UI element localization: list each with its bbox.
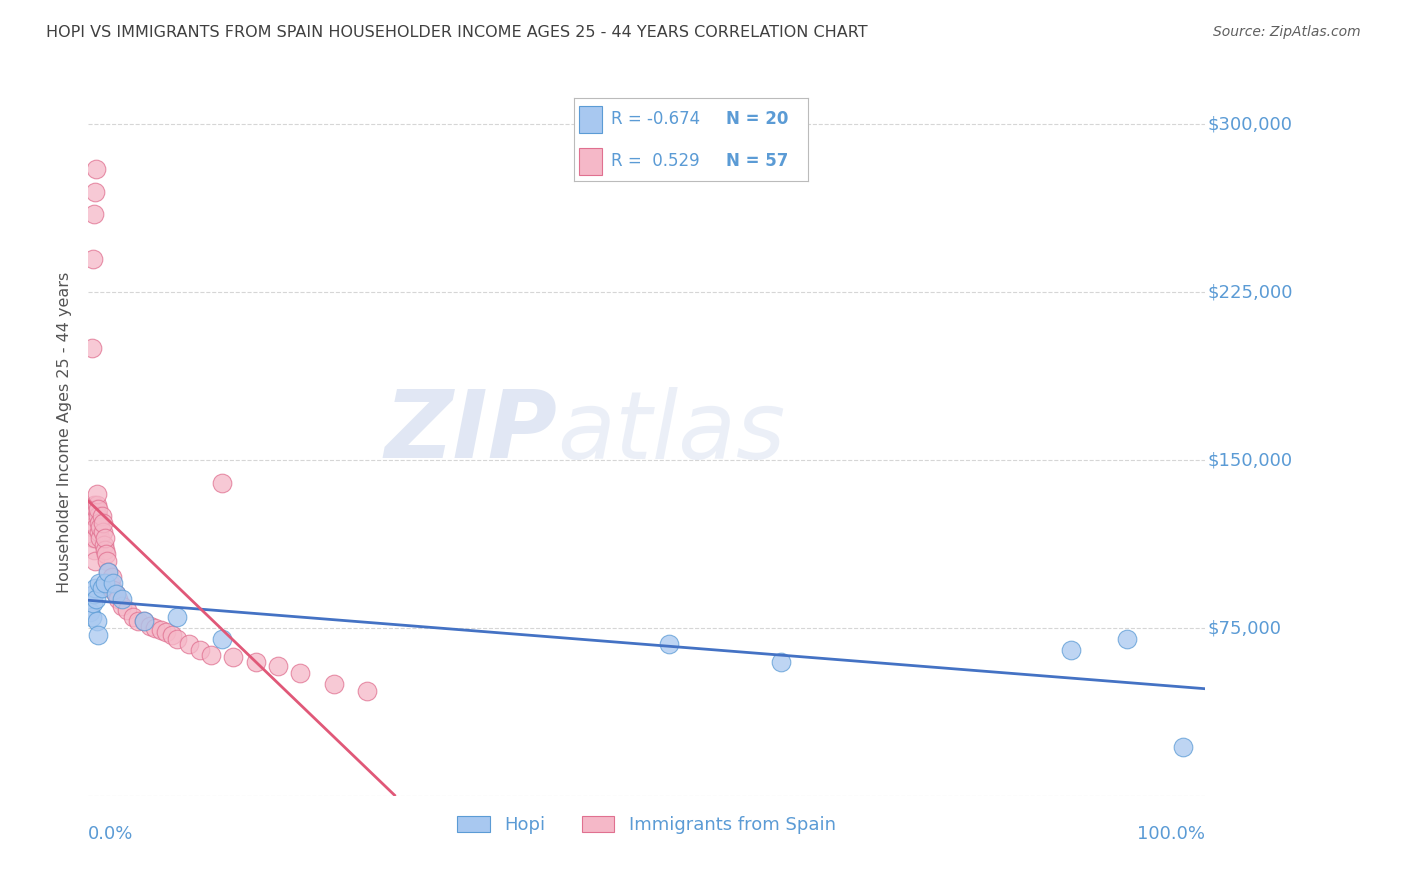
Text: $225,000: $225,000: [1208, 284, 1292, 301]
Point: [166, 609, 188, 624]
Point: [83, 185, 105, 199]
Point: [1115, 632, 1137, 647]
Point: [82, 509, 104, 524]
Point: [86, 487, 108, 501]
Point: [356, 683, 378, 698]
Point: [89, 532, 111, 546]
Point: [111, 591, 134, 606]
Point: [82, 252, 104, 266]
Point: [1171, 739, 1194, 754]
Point: [82, 596, 104, 610]
Point: [105, 587, 128, 601]
Point: [96, 554, 118, 568]
Point: [188, 643, 211, 657]
Point: [111, 599, 134, 613]
Point: [105, 587, 128, 601]
Text: $300,000: $300,000: [1208, 115, 1292, 134]
Point: [83, 554, 105, 568]
Point: [87, 628, 110, 642]
Point: [769, 655, 792, 669]
Point: [86, 498, 108, 512]
Point: [97, 565, 120, 579]
Point: [91, 524, 114, 539]
Point: [94, 576, 117, 591]
Point: [211, 632, 233, 647]
Point: [93, 538, 115, 552]
Point: [90, 509, 112, 524]
Point: [83, 581, 105, 595]
Point: [91, 516, 114, 530]
Y-axis label: Householder Income Ages 25 - 44 years: Householder Income Ages 25 - 44 years: [58, 271, 72, 593]
Point: [80, 609, 103, 624]
Point: [160, 628, 183, 642]
Point: [83, 498, 105, 512]
Point: [290, 665, 312, 680]
Point: [132, 615, 155, 629]
Point: [84, 162, 107, 177]
Point: [80, 520, 103, 534]
Point: [200, 648, 222, 662]
Text: 0.0%: 0.0%: [89, 825, 134, 843]
Point: [100, 576, 122, 591]
Text: HOPI VS IMMIGRANTS FROM SPAIN HOUSEHOLDER INCOME AGES 25 - 44 YEARS CORRELATION : HOPI VS IMMIGRANTS FROM SPAIN HOUSEHOLDE…: [46, 25, 868, 40]
Point: [132, 615, 155, 629]
Point: [79, 605, 101, 619]
Text: Source: ZipAtlas.com: Source: ZipAtlas.com: [1213, 25, 1361, 39]
Point: [94, 542, 117, 557]
Point: [166, 632, 188, 647]
Point: [127, 615, 149, 629]
Point: [245, 655, 267, 669]
Point: [80, 341, 103, 355]
Point: [1060, 643, 1083, 657]
Point: [94, 547, 117, 561]
Point: [107, 591, 129, 606]
Text: ZIP: ZIP: [384, 386, 557, 478]
Point: [89, 520, 111, 534]
Point: [222, 650, 245, 665]
Point: [658, 637, 681, 651]
Point: [84, 502, 107, 516]
Point: [84, 591, 107, 606]
Text: $150,000: $150,000: [1208, 451, 1292, 469]
Point: [149, 624, 172, 638]
Point: [267, 659, 290, 673]
Legend: Hopi, Immigrants from Spain: Hopi, Immigrants from Spain: [450, 809, 842, 841]
Point: [89, 576, 111, 591]
Point: [94, 532, 117, 546]
Text: 100.0%: 100.0%: [1137, 825, 1205, 843]
Point: [322, 677, 344, 691]
Point: [87, 509, 110, 524]
Point: [97, 565, 120, 579]
Point: [155, 625, 177, 640]
Point: [100, 569, 122, 583]
Text: atlas: atlas: [557, 387, 786, 478]
Point: [89, 524, 111, 539]
Point: [177, 637, 200, 651]
Point: [83, 587, 105, 601]
Point: [82, 532, 104, 546]
Point: [87, 502, 110, 516]
Point: [101, 576, 124, 591]
Point: [86, 615, 108, 629]
Point: [115, 603, 138, 617]
Point: [101, 582, 124, 597]
Point: [83, 207, 105, 221]
Point: [89, 516, 111, 530]
Point: [84, 520, 107, 534]
Text: $75,000: $75,000: [1208, 619, 1281, 637]
Point: [211, 475, 233, 490]
Point: [143, 621, 166, 635]
Point: [83, 542, 105, 557]
Point: [138, 619, 160, 633]
Point: [83, 532, 105, 546]
Point: [90, 581, 112, 595]
Point: [121, 609, 143, 624]
